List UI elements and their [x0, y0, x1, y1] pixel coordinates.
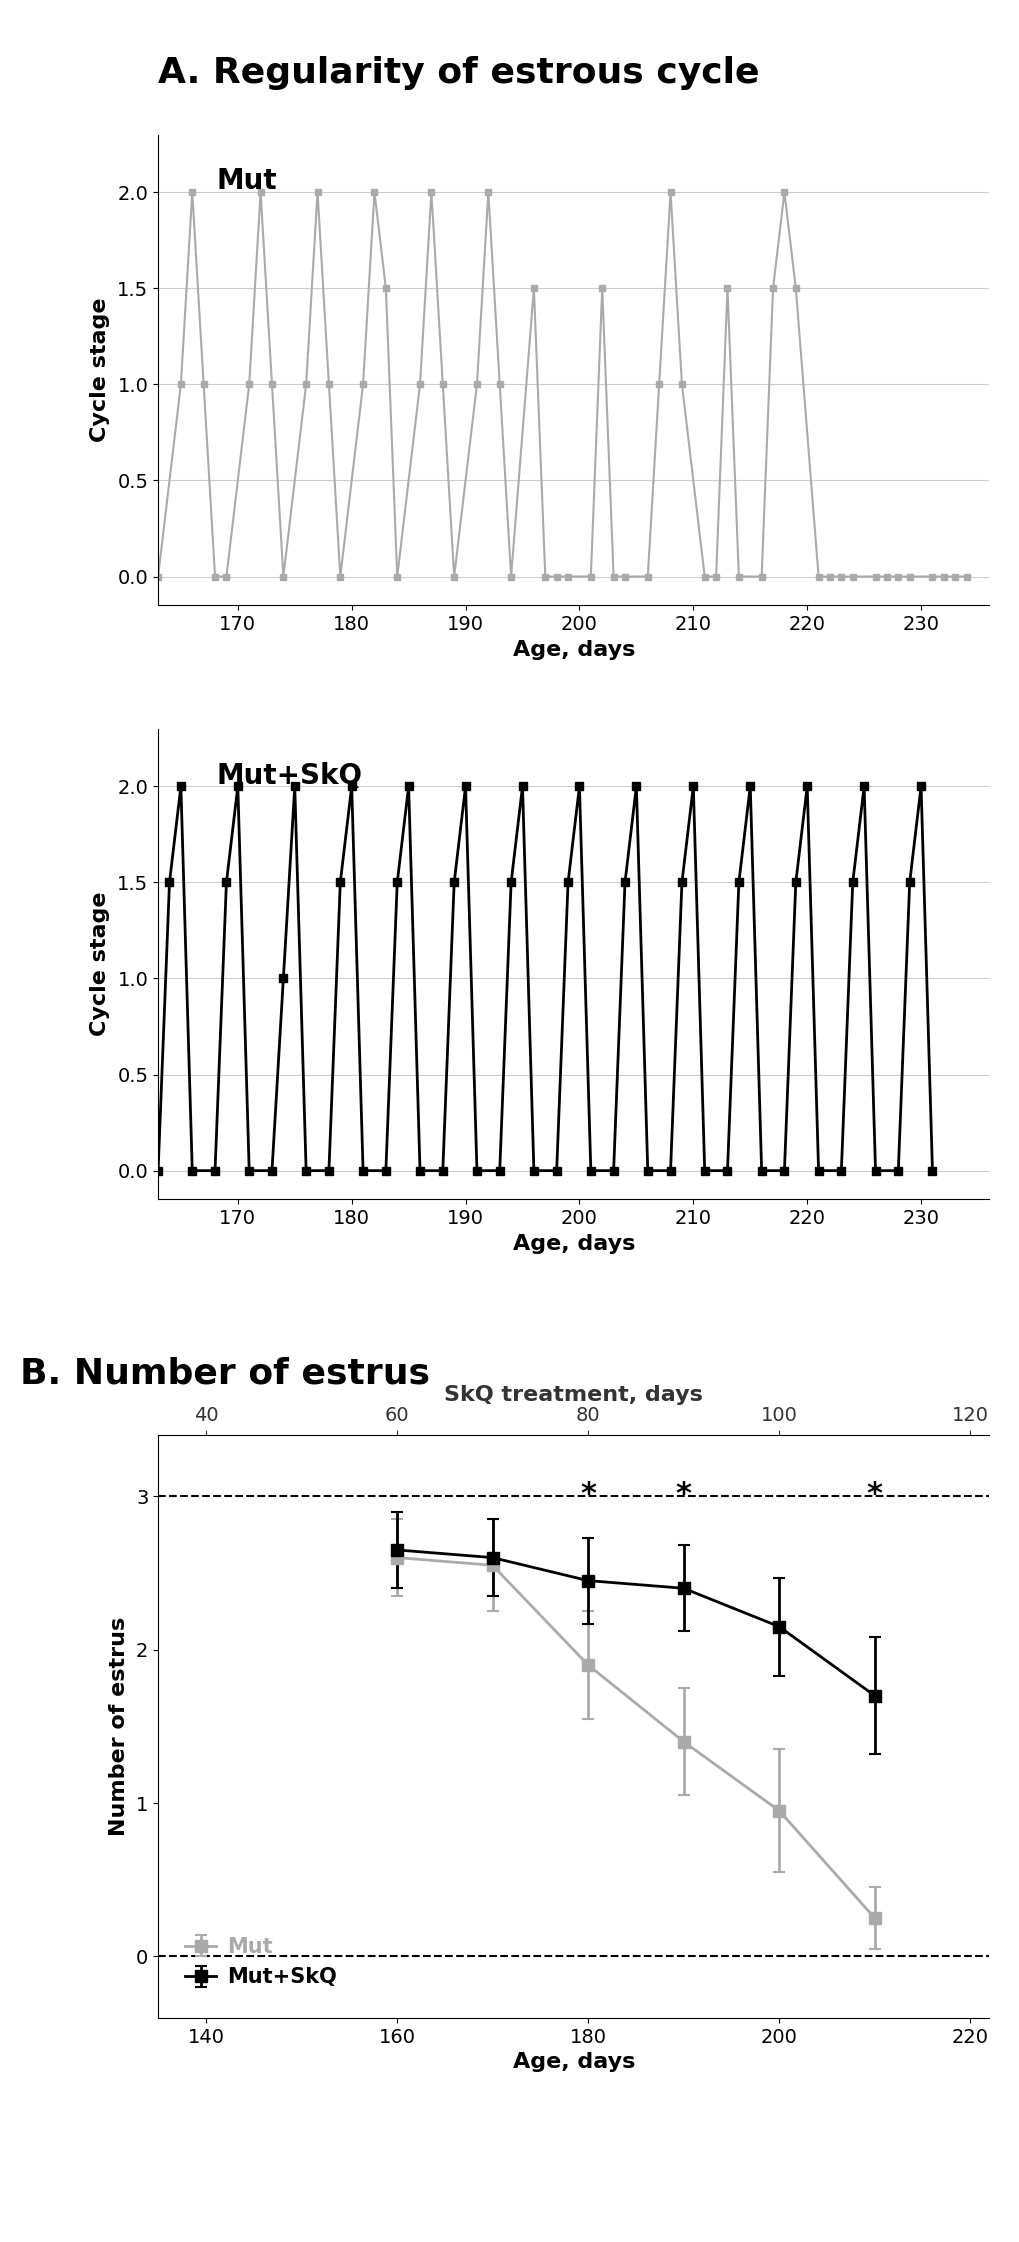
Y-axis label: Cycle stage: Cycle stage	[91, 892, 110, 1036]
X-axis label: Age, days: Age, days	[513, 1233, 634, 1253]
X-axis label: SkQ treatment, days: SkQ treatment, days	[444, 1386, 702, 1403]
Text: Mut: Mut	[216, 168, 276, 195]
Text: *: *	[580, 1480, 595, 1509]
Y-axis label: Number of estrus: Number of estrus	[109, 1616, 129, 1836]
Text: *: *	[675, 1480, 691, 1509]
X-axis label: Age, days: Age, days	[513, 639, 634, 659]
Text: *: *	[866, 1480, 881, 1509]
Y-axis label: Cycle stage: Cycle stage	[91, 298, 110, 442]
Text: B. Number of estrus: B. Number of estrus	[20, 1356, 430, 1390]
Text: Mut+SkQ: Mut+SkQ	[216, 762, 362, 789]
Legend: Mut, Mut+SkQ: Mut, Mut+SkQ	[176, 1928, 344, 1995]
Text: A. Regularity of estrous cycle: A. Regularity of estrous cycle	[158, 56, 759, 90]
X-axis label: Age, days: Age, days	[513, 2051, 634, 2072]
